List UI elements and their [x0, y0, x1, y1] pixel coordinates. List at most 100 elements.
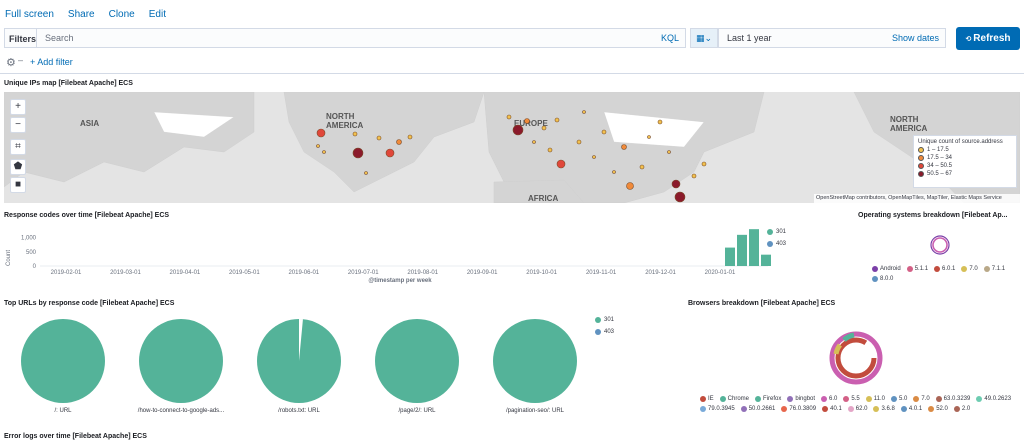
pie-slice-403[interactable] — [299, 319, 303, 361]
browser-legend-item[interactable]: 5.0 — [890, 396, 907, 402]
browser-legend-item[interactable]: 5.5 — [843, 396, 860, 402]
calendar-icon: ▦ — [695, 33, 705, 43]
pie-slice-301[interactable] — [21, 319, 105, 403]
browser-legend-label: bingbot — [795, 396, 816, 402]
browser-legend-item[interactable]: 6.0 — [821, 396, 837, 402]
browsers-donut-chart — [829, 331, 883, 385]
legend-dot — [700, 396, 706, 402]
draw-polygon-button[interactable]: ⬟ — [10, 159, 26, 175]
y-axis-label: Count — [6, 250, 12, 266]
map-point — [524, 118, 530, 124]
x-tick-label: 2019-12-01 — [645, 270, 676, 276]
polygon-icon: ⬟ — [13, 161, 23, 172]
urls-legend-403[interactable]: 403 — [595, 329, 614, 335]
date-picker-button[interactable]: ▦⌄ — [690, 28, 718, 48]
urls-legend-301[interactable]: 301 — [595, 317, 614, 323]
legend-dot — [928, 406, 935, 412]
legend-dot — [890, 396, 897, 402]
map-point — [621, 144, 627, 150]
clone-link[interactable]: Clone — [108, 8, 135, 20]
browser-legend-item[interactable]: 52.0 — [928, 406, 948, 412]
edit-link[interactable]: Edit — [148, 8, 166, 20]
map-point — [364, 171, 368, 175]
browser-legend-item[interactable]: 63.0.3239 — [935, 396, 971, 402]
legend-dot — [935, 396, 942, 402]
browser-legend-item[interactable]: 2.0 — [953, 406, 971, 412]
os-legend-item[interactable]: 8.0.0 — [872, 276, 893, 282]
legend-dot — [822, 406, 829, 412]
bar-301[interactable] — [761, 254, 771, 266]
map-legend-item: 34 – 50.5 — [918, 163, 1012, 169]
map-canvas[interactable]: ASIA NORTH AMERICA EUROPE AFRICA NORTH A… — [4, 92, 1020, 203]
browser-legend-label: Chrome — [727, 396, 750, 402]
os-legend-item[interactable]: Android — [872, 266, 901, 272]
pie-slice-301[interactable] — [139, 319, 223, 403]
refresh-button[interactable]: ⟲ Refresh — [956, 27, 1020, 50]
response-panel-title: Response codes over time [Filebeat Apach… — [4, 212, 170, 219]
browser-legend-item[interactable]: 4.0.1 — [900, 406, 922, 412]
browsers-panel-title: Browsers breakdown [Filebeat Apache] ECS — [688, 300, 836, 307]
north-america-land — [283, 92, 485, 193]
browser-legend-item[interactable]: 79.0.3945 — [700, 406, 735, 412]
show-dates-link[interactable]: Show dates — [891, 33, 939, 43]
x-tick-label: 2019-11-01 — [586, 270, 617, 276]
browser-legend-item[interactable]: 76.0.3809 — [781, 406, 816, 412]
gear-icon[interactable]: ⚙ — [6, 57, 16, 69]
browser-legend-item[interactable]: IE — [700, 396, 714, 402]
browser-legend-item[interactable]: Firefox — [755, 396, 781, 402]
browser-legend-label: 52.0 — [936, 406, 948, 412]
y-tick-label: 0 — [33, 264, 37, 270]
map-point — [385, 148, 395, 158]
legend-dot — [787, 396, 794, 402]
os-legend-item[interactable]: 7.1.1 — [983, 266, 1005, 272]
pie-slice-301[interactable] — [493, 319, 577, 403]
bar-301[interactable] — [737, 234, 747, 266]
full-screen-link[interactable]: Full screen — [5, 8, 54, 20]
os-legend-item[interactable]: 7.0 — [961, 266, 978, 272]
map-point — [671, 179, 681, 189]
share-link[interactable]: Share — [67, 8, 95, 20]
legend-dot — [913, 396, 920, 402]
browser-legend-label: 2.0 — [961, 406, 971, 412]
draw-rectangle-button[interactable]: ■ — [10, 177, 26, 193]
response-legend-403[interactable]: 403 — [767, 241, 786, 247]
browser-legend-item[interactable]: 50.0.2661 — [740, 406, 775, 412]
filters-label[interactable]: Filters — [4, 28, 36, 48]
africa-land — [493, 179, 585, 203]
bar-301[interactable] — [725, 247, 735, 266]
browser-legend-label: 63.0.3239 — [943, 396, 971, 402]
map-point — [376, 135, 382, 141]
browser-legend-item[interactable]: bingbot — [787, 396, 815, 402]
browser-legend-item[interactable]: 62.0 — [847, 406, 867, 412]
kql-toggle[interactable]: KQL — [660, 33, 679, 43]
chevron-down-icon: ⌄ — [704, 33, 713, 43]
pie-slice-301[interactable] — [375, 319, 459, 403]
y-tick-label: 1,000 — [21, 236, 37, 242]
browser-legend-item[interactable]: 49.0.2623 — [976, 396, 1011, 402]
map-point — [554, 117, 560, 123]
map-point — [547, 147, 553, 153]
os-legend-item[interactable]: 5.1.1 — [906, 266, 928, 272]
browser-ring-segment — [842, 332, 855, 342]
browser-legend-item[interactable]: 40.1 — [822, 406, 842, 412]
response-legend-301[interactable]: 301 — [767, 229, 786, 235]
browser-legend-item[interactable]: 11.0 — [865, 396, 885, 402]
top-nav: Full screen Share Clone Edit — [0, 0, 1024, 28]
map-legend-title: Unique count of source.address — [918, 139, 1003, 145]
search-input[interactable]: Search KQL — [36, 28, 686, 48]
date-field[interactable]: Last 1 year Show dates — [718, 28, 946, 48]
os-legend-item[interactable]: 6.0.1 — [934, 266, 955, 272]
bar-301[interactable] — [749, 229, 759, 266]
x-tick-label: 2019-06-01 — [288, 270, 319, 276]
pie-label: /how-to-connect-to-google-ads... — [137, 408, 225, 414]
fit-bounds-button[interactable]: ⌗ — [10, 139, 26, 155]
browser-legend-item[interactable]: 7.0 — [913, 396, 930, 402]
zoom-in-button[interactable]: + — [10, 99, 26, 115]
browser-legend-label: 76.0.3809 — [789, 406, 817, 412]
browser-legend-item[interactable]: Chrome — [719, 396, 750, 402]
zoom-out-button[interactable]: − — [10, 117, 26, 133]
browser-legend-item[interactable]: 3.6.8 — [873, 406, 895, 412]
map-point — [626, 182, 634, 190]
add-filter-button[interactable]: + Add filter — [30, 57, 73, 67]
map-legend-item: 17.5 – 34 — [918, 155, 1012, 161]
